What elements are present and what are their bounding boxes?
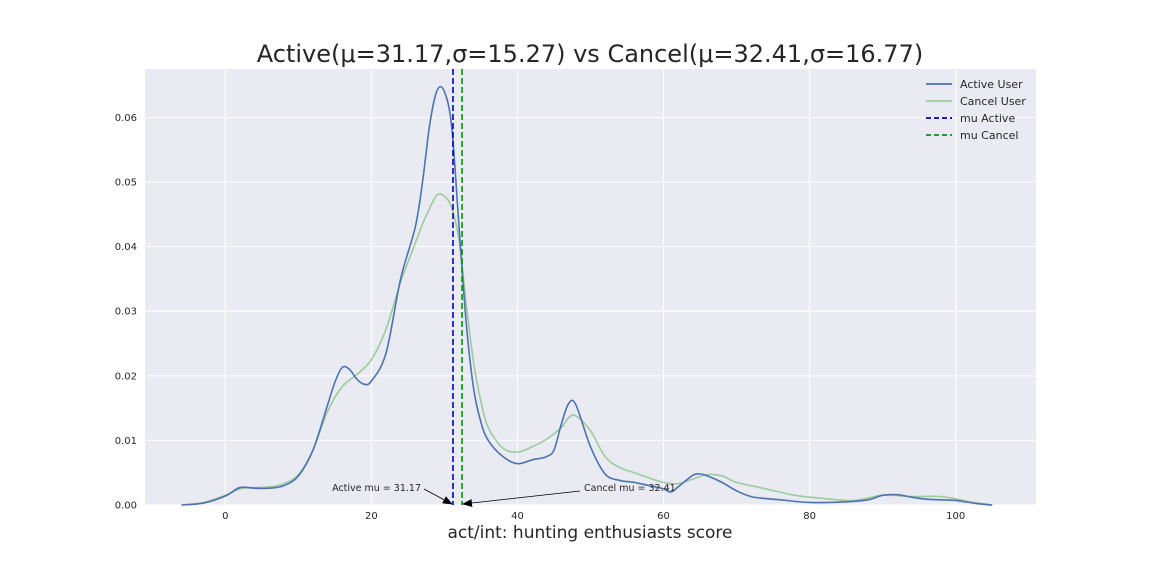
annotations-group: Active mu = 31.17 Cancel mu = 32.41 bbox=[332, 483, 676, 507]
annotation-arrow-cancel bbox=[462, 490, 581, 507]
legend-label: mu Cancel bbox=[960, 129, 1018, 142]
mean-lines bbox=[452, 69, 463, 505]
y-tick-label: 0.03 bbox=[115, 307, 137, 318]
x-tick-label: 60 bbox=[657, 511, 670, 522]
x-tick-label: 0 bbox=[222, 511, 228, 522]
legend: Active User Cancel User mu Active mu Cancel bbox=[926, 78, 1026, 142]
y-tick-label: 0.05 bbox=[115, 178, 137, 189]
x-tick-label: 20 bbox=[365, 511, 378, 522]
y-tick-label: 0.00 bbox=[115, 501, 137, 512]
y-tick-label: 0.06 bbox=[115, 113, 137, 124]
series-line-active-user bbox=[181, 85, 993, 506]
tick-labels: 0 20 40 60 80 100 0.00 0.01 0.02 0.03 0.04 0.05 0.06 bbox=[115, 113, 965, 522]
plot-background bbox=[145, 69, 1036, 505]
chart-title: Active(μ=31.17,σ=15.27) vs Cancel(μ=32.4… bbox=[257, 40, 923, 68]
legend-label: Active User bbox=[960, 78, 1023, 91]
annotation-arrow-active bbox=[423, 488, 453, 505]
legend-label: Cancel User bbox=[960, 95, 1026, 108]
annotation-active-mu: Active mu = 31.17 bbox=[332, 483, 421, 494]
x-tick-label: 40 bbox=[511, 511, 524, 522]
series-group bbox=[181, 85, 993, 506]
y-tick-label: 0.02 bbox=[115, 371, 137, 382]
x-axis-label: act/int: hunting enthusiasts score bbox=[447, 523, 732, 543]
y-tick-label: 0.04 bbox=[115, 242, 137, 253]
series-line-cancel-user bbox=[181, 193, 993, 506]
x-tick-label: 80 bbox=[803, 511, 816, 522]
y-tick-label: 0.01 bbox=[115, 436, 137, 447]
x-tick-label: 100 bbox=[946, 511, 965, 522]
legend-label: mu Active bbox=[960, 112, 1015, 125]
grid-lines bbox=[145, 69, 1036, 506]
annotation-cancel-mu: Cancel mu = 32.41 bbox=[584, 483, 676, 494]
